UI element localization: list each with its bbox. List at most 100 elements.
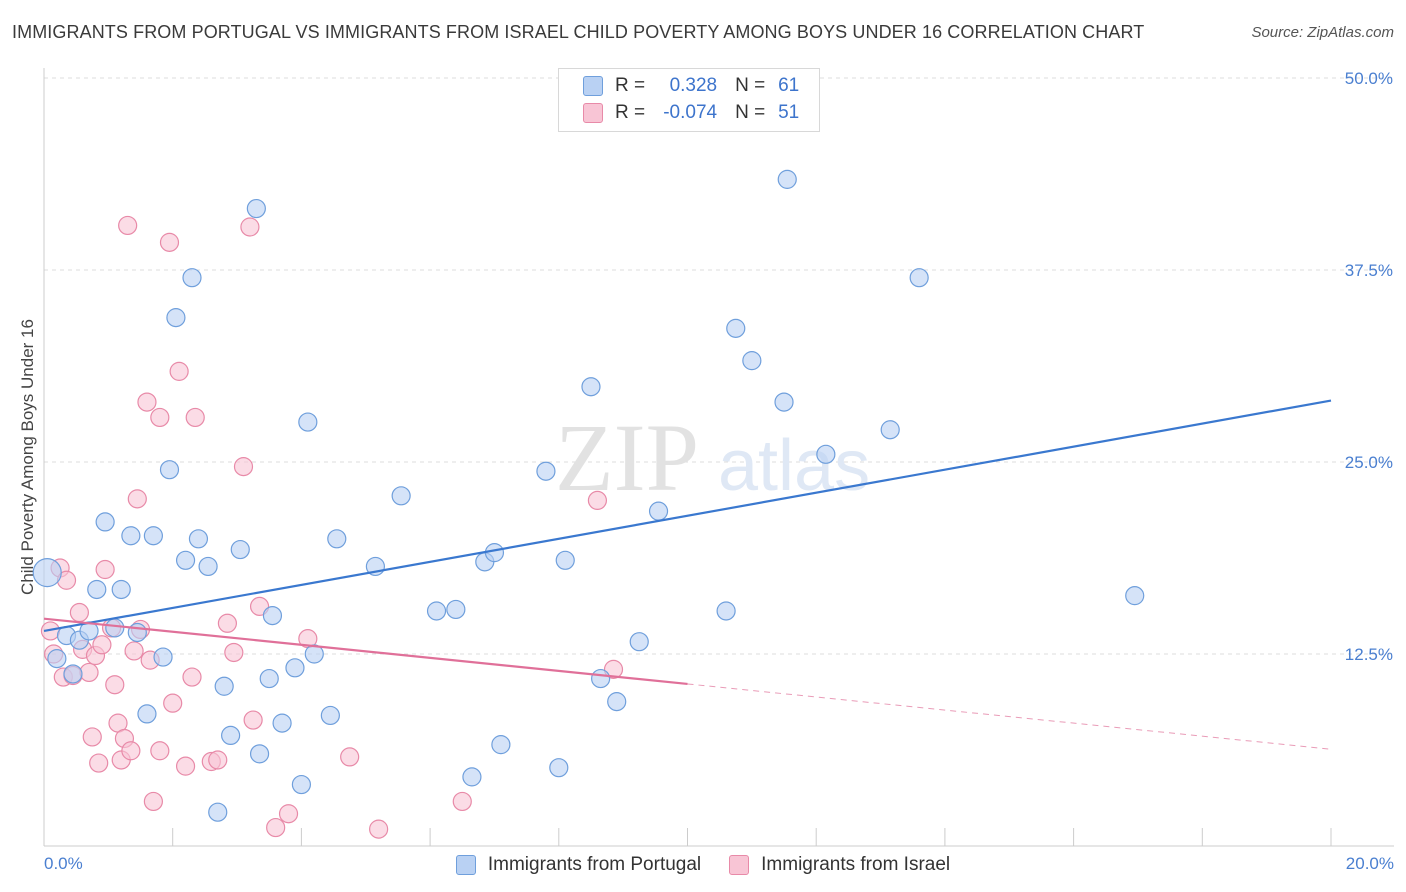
israel-point <box>92 635 112 655</box>
israel-point <box>233 457 254 477</box>
n-value: 61 <box>778 75 800 96</box>
legend-row-israel: R = -0.074 N = 51 <box>583 100 799 126</box>
portugal-point <box>259 668 279 689</box>
portugal-point <box>816 444 836 464</box>
israel-point <box>137 392 157 412</box>
series-portugal-points <box>32 169 1145 822</box>
portugal-point <box>629 632 649 652</box>
israel-point <box>587 490 608 510</box>
portugal-point <box>182 268 202 288</box>
portugal-point <box>95 512 115 532</box>
portugal-point <box>716 601 736 621</box>
portugal-point <box>105 618 125 638</box>
watermark-zip: ZIP <box>555 404 699 511</box>
portugal-point <box>1125 586 1145 606</box>
portugal-point <box>291 774 311 795</box>
israel-point <box>249 596 270 616</box>
israel-swatch <box>583 103 603 123</box>
israel-point <box>175 756 196 776</box>
correlation-legend: R = 0.328 N = 61 R = -0.074 N = 51 <box>558 68 820 132</box>
watermark-atlas: atlas <box>718 426 870 506</box>
x-axis-ticks <box>43 828 1332 846</box>
israel-point <box>163 693 183 713</box>
portugal-point <box>446 599 466 620</box>
n-value: 51 <box>778 102 800 123</box>
portugal-point <box>249 744 270 764</box>
legend-row-portugal: R = 0.328 N = 61 <box>583 73 799 99</box>
portugal-point <box>648 501 669 521</box>
y-tick-label: 37.5% <box>1345 261 1393 280</box>
portugal-swatch <box>455 855 476 875</box>
portugal-point <box>159 460 180 480</box>
portugal-point <box>153 647 173 667</box>
portugal-point <box>121 526 141 546</box>
israel-point <box>79 662 99 683</box>
israel-point <box>340 747 360 767</box>
israel-trend-line-extrapolated <box>687 683 1332 750</box>
legend-item-portugal: Immigrants from Portugal <box>455 854 701 876</box>
israel-point <box>169 361 189 381</box>
portugal-point <box>320 705 340 726</box>
portugal-point <box>137 704 157 724</box>
portugal-point <box>188 529 209 549</box>
portugal-point <box>230 539 250 560</box>
portugal-point <box>536 461 556 481</box>
y-axis-label: Child Poverty Among Boys Under 16 <box>18 319 37 595</box>
israel-point <box>118 215 138 236</box>
portugal-point <box>591 668 611 689</box>
portugal-point <box>491 735 511 755</box>
portugal-point <box>607 692 627 712</box>
portugal-point <box>246 198 266 219</box>
portugal-point <box>327 529 347 549</box>
portugal-point <box>214 676 234 696</box>
israel-point <box>217 613 237 633</box>
portugal-point <box>462 767 482 787</box>
israel-point <box>278 804 299 824</box>
portugal-point <box>221 725 241 746</box>
portugal-point <box>32 557 62 588</box>
israel-point <box>208 750 228 770</box>
israel-point <box>224 642 244 663</box>
portugal-point <box>262 605 283 626</box>
portugal-point <box>426 601 447 621</box>
legend-label-israel: Immigrants from Israel <box>761 854 951 875</box>
x-tick-label-min: 0.0% <box>44 854 83 873</box>
portugal-point <box>208 802 228 822</box>
portugal-point <box>774 392 794 412</box>
r-value: 0.328 <box>669 75 718 96</box>
israel-point <box>69 602 89 623</box>
israel-point <box>127 489 147 509</box>
portugal-point <box>63 664 83 684</box>
portugal-point <box>175 550 196 570</box>
israel-point <box>243 710 263 730</box>
source-label: Source: ZipAtlas.com <box>1251 24 1394 41</box>
israel-point <box>105 675 125 695</box>
portugal-point <box>909 268 929 288</box>
gridlines <box>44 77 1394 655</box>
israel-point <box>124 641 144 661</box>
portugal-point <box>87 579 107 600</box>
israel-point <box>82 727 102 747</box>
israel-point <box>121 741 141 761</box>
portugal-point <box>298 412 318 432</box>
israel-trend-line <box>43 617 688 686</box>
portugal-point <box>285 658 305 678</box>
n-label: N = <box>735 75 766 96</box>
israel-swatch <box>729 855 750 875</box>
portugal-point <box>111 579 131 600</box>
portugal-point <box>166 308 186 328</box>
r-label: R = <box>615 75 646 96</box>
portugal-point <box>581 377 601 397</box>
r-value: -0.074 <box>663 102 718 123</box>
y-tick-label: 50.0% <box>1345 69 1393 88</box>
portugal-point <box>549 758 569 778</box>
israel-point <box>266 817 286 838</box>
portugal-point <box>777 169 797 189</box>
legend-item-israel: Immigrants from Israel <box>729 854 950 876</box>
portugal-point <box>143 526 163 546</box>
israel-point <box>159 232 180 252</box>
portugal-trend-line <box>43 399 1332 633</box>
portugal-point <box>272 713 292 733</box>
israel-point <box>603 659 624 679</box>
